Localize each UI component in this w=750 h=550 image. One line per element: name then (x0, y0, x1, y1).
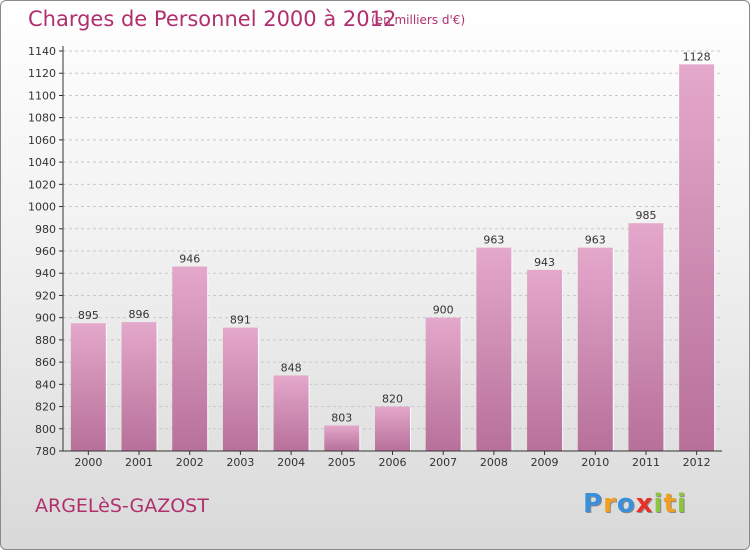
bar (172, 266, 208, 451)
y-tick-label: 900 (35, 312, 56, 325)
bar (70, 323, 106, 451)
data-label: 848 (281, 361, 302, 374)
y-tick-label: 820 (35, 401, 56, 414)
logo-letter: x (635, 489, 654, 519)
x-tick-label: 2009 (531, 456, 559, 469)
x-tick-label: 2012 (683, 456, 711, 469)
x-tick-label: 2007 (429, 456, 457, 469)
bars (70, 64, 716, 452)
data-label: 943 (534, 256, 555, 269)
bar (628, 223, 664, 451)
data-label: 803 (331, 411, 352, 424)
bar (577, 247, 613, 451)
logo-letter: i (653, 489, 664, 519)
y-tick-label: 800 (35, 423, 56, 436)
chart-title: Charges de Personnel 2000 à 2012 (28, 7, 397, 31)
y-tick-label: 780 (35, 445, 56, 458)
bar (527, 269, 563, 451)
proxiti-logo: Proxiti (583, 489, 687, 519)
chart-unit: (en milliers d'€) (371, 13, 466, 27)
bar (679, 64, 715, 452)
axes (59, 46, 722, 455)
logo-letter: o (616, 489, 636, 519)
y-tick-label: 1100 (28, 89, 56, 102)
x-tick-label: 2004 (277, 456, 305, 469)
bar (425, 317, 461, 451)
data-label: 963 (585, 234, 606, 247)
data-label: 900 (433, 304, 454, 317)
logo-letter: P (583, 489, 604, 519)
logo-letter: i (676, 489, 687, 519)
bar (121, 322, 157, 451)
data-label: 891 (230, 314, 251, 327)
y-tick-label: 940 (35, 267, 56, 280)
data-label: 985 (635, 209, 656, 222)
y-tick-label: 1140 (28, 45, 56, 58)
y-tick-label: 1120 (28, 67, 56, 80)
y-tick-label: 960 (35, 245, 56, 258)
x-tick-label: 2002 (176, 456, 204, 469)
x-tick-label: 2008 (480, 456, 508, 469)
logo-letter: r (603, 489, 617, 519)
x-tick-label: 2006 (379, 456, 407, 469)
y-tick-label: 1000 (28, 201, 56, 214)
bar (476, 247, 512, 451)
bar (375, 406, 410, 451)
data-label: 895 (78, 309, 99, 322)
y-tick-label: 880 (35, 334, 56, 347)
y-tick-label: 1040 (28, 156, 56, 169)
grid-lines (63, 50, 722, 452)
y-tick-label: 840 (35, 378, 56, 391)
data-label: 963 (483, 234, 504, 247)
y-tick-label: 980 (35, 223, 56, 236)
y-tick-label: 1080 (28, 112, 56, 125)
bar (222, 327, 258, 451)
bar (324, 425, 360, 451)
data-label: 946 (179, 253, 200, 266)
data-label: 1128 (683, 50, 711, 63)
location-name: ARGELèS-GAZOST (35, 495, 209, 517)
x-tick-label: 2011 (632, 456, 660, 469)
data-label: 820 (382, 393, 403, 406)
labels: 780 800 820 840 860 880 900 920 940 960 980 1000 102… (28, 45, 711, 469)
y-tick-label: 920 (35, 289, 56, 302)
y-tick-label: 1060 (28, 134, 56, 147)
logo-letter: t (663, 489, 677, 519)
x-tick-label: 2005 (328, 456, 356, 469)
x-tick-label: 2003 (226, 456, 254, 469)
x-tick-label: 2000 (74, 456, 102, 469)
x-tick-label: 2001 (125, 456, 153, 469)
y-tick-label: 860 (35, 356, 56, 369)
data-label: 896 (129, 308, 150, 321)
bar (273, 375, 309, 451)
x-tick-label: 2010 (581, 456, 609, 469)
y-tick-label: 1020 (28, 178, 56, 191)
